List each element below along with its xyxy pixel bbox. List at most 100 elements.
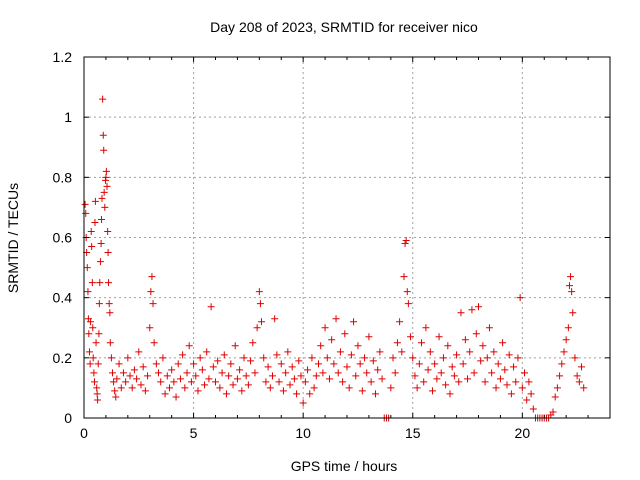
data-point	[159, 354, 167, 362]
data-point	[108, 369, 116, 377]
data-point	[455, 378, 463, 386]
data-point	[99, 95, 107, 103]
data-point	[301, 378, 309, 386]
data-point	[155, 369, 163, 377]
data-point	[389, 354, 397, 362]
data-point	[308, 354, 316, 362]
data-point	[273, 351, 281, 359]
data-point	[376, 348, 384, 356]
data-point	[130, 366, 138, 374]
data-point	[84, 288, 92, 296]
data-point	[88, 279, 96, 287]
data-point	[218, 369, 226, 377]
data-points	[81, 95, 588, 422]
data-point	[231, 342, 239, 350]
data-point	[459, 360, 467, 368]
data-point	[411, 372, 419, 380]
data-point	[424, 366, 432, 374]
data-point	[339, 378, 347, 386]
data-point	[569, 309, 577, 317]
data-point	[293, 390, 301, 398]
data-point	[549, 408, 557, 416]
data-point	[93, 390, 101, 398]
data-point	[404, 300, 412, 308]
data-point	[433, 375, 441, 383]
data-point	[472, 330, 480, 338]
data-point	[363, 369, 371, 377]
data-point	[282, 369, 290, 377]
data-point	[352, 372, 360, 380]
data-point	[442, 381, 450, 389]
data-point	[437, 369, 445, 377]
data-point	[323, 354, 331, 362]
data-point	[95, 300, 103, 308]
data-point	[558, 360, 566, 368]
data-point	[367, 378, 375, 386]
data-point	[345, 384, 353, 392]
data-point	[236, 366, 244, 374]
data-point	[371, 390, 379, 398]
data-point	[431, 360, 439, 368]
data-point	[315, 360, 323, 368]
data-point	[94, 396, 102, 404]
data-point	[457, 309, 465, 317]
data-point	[365, 333, 373, 341]
data-point	[477, 357, 485, 365]
data-point	[229, 381, 237, 389]
data-point	[304, 366, 312, 374]
data-point	[161, 390, 169, 398]
data-point	[207, 303, 215, 311]
data-point	[90, 369, 98, 377]
data-point	[262, 378, 270, 386]
x-tick-label: 20	[515, 425, 531, 441]
data-point	[106, 339, 114, 347]
data-point	[214, 357, 222, 365]
data-point	[312, 372, 320, 380]
data-point	[181, 384, 189, 392]
data-point	[86, 360, 94, 368]
data-point	[503, 381, 511, 389]
x-tick-label: 10	[295, 425, 311, 441]
data-point	[466, 348, 474, 356]
y-tick-label: 0.6	[53, 230, 73, 246]
data-point	[499, 339, 507, 347]
data-point	[194, 387, 202, 395]
data-point	[102, 167, 110, 175]
data-point	[330, 360, 338, 368]
data-point	[251, 369, 259, 377]
data-point	[244, 381, 252, 389]
data-point	[205, 375, 213, 383]
data-point	[341, 330, 349, 338]
data-point	[233, 375, 241, 383]
data-point	[299, 399, 307, 407]
data-point	[112, 393, 120, 401]
data-point	[490, 348, 498, 356]
data-point	[350, 318, 358, 326]
data-point	[560, 348, 568, 356]
data-point	[220, 351, 228, 359]
data-point	[253, 324, 261, 332]
data-point	[98, 194, 106, 202]
data-point	[310, 384, 318, 392]
x-tick-label: 15	[405, 425, 421, 441]
data-point	[258, 318, 266, 326]
data-point	[523, 396, 531, 404]
data-point	[98, 215, 106, 223]
data-point	[398, 348, 406, 356]
data-point	[488, 369, 496, 377]
data-point	[94, 360, 102, 368]
data-point	[361, 354, 369, 362]
data-point	[501, 366, 509, 374]
data-point	[225, 372, 233, 380]
data-point	[527, 390, 535, 398]
data-point	[374, 366, 382, 374]
data-point	[97, 240, 105, 248]
data-point	[135, 348, 143, 356]
data-point	[85, 348, 93, 356]
data-point	[165, 384, 173, 392]
data-point	[415, 360, 423, 368]
data-point	[475, 303, 482, 311]
data-point	[483, 354, 491, 362]
data-point	[496, 375, 504, 383]
